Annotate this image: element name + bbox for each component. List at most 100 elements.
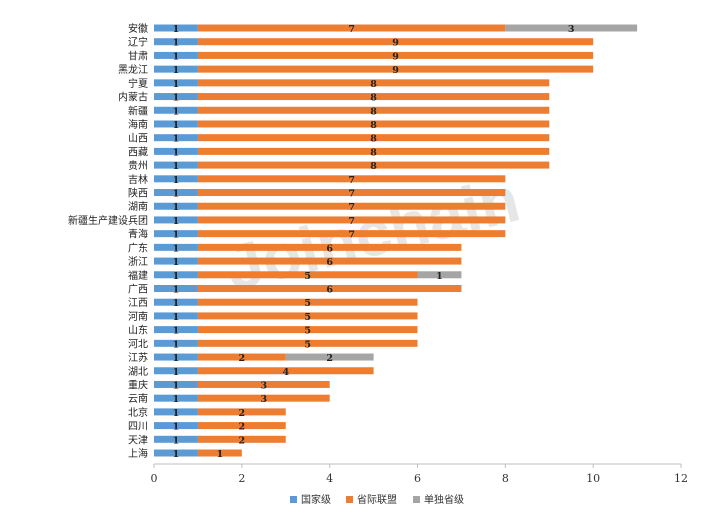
bar-segment-2 (197, 257, 462, 265)
bar-segment-1 (154, 339, 198, 347)
bar-segment-2 (197, 24, 506, 32)
data-label: 1 (173, 230, 180, 241)
data-label: 7 (348, 202, 355, 213)
bar-segment-1 (154, 257, 198, 265)
bar-segment-1 (154, 394, 198, 402)
bar-segment-2 (197, 106, 550, 114)
bar-segment-3 (505, 24, 638, 32)
legend-swatch-1 (290, 496, 297, 503)
data-label: 1 (173, 271, 180, 282)
data-label: 6 (326, 257, 333, 268)
data-label: 3 (260, 380, 267, 391)
data-label: 1 (173, 65, 180, 76)
legend-label-3: 单独省级 (424, 493, 464, 506)
legend-label-2: 省际联盟 (357, 493, 397, 506)
data-label: 1 (173, 202, 180, 213)
data-label: 1 (173, 284, 180, 295)
category-label: 内蒙古 (118, 91, 148, 104)
data-label: 1 (173, 147, 180, 158)
bar-segment-2 (197, 189, 506, 197)
bar-segment-1 (154, 271, 198, 279)
bar-segment-2 (197, 65, 594, 73)
data-label: 1 (173, 38, 180, 49)
data-label: 2 (239, 422, 246, 433)
data-label: 7 (348, 189, 355, 200)
data-label: 1 (436, 271, 443, 282)
data-label: 5 (304, 326, 311, 337)
data-label: 1 (173, 79, 180, 90)
category-label: 河南 (128, 310, 148, 323)
data-label: 1 (173, 24, 180, 35)
data-label: 5 (304, 312, 311, 323)
data-label: 5 (304, 298, 311, 309)
data-label: 7 (348, 24, 355, 35)
data-label: 1 (173, 106, 180, 117)
bar-segment-2 (197, 326, 418, 334)
x-tick-label: 8 (502, 472, 509, 485)
category-label: 贵州 (128, 159, 148, 172)
bar-segment-2 (197, 79, 550, 87)
category-label: 湖南 (128, 200, 148, 213)
data-label: 8 (370, 79, 377, 90)
bar-segment-2 (197, 380, 330, 388)
bar-segment-2 (197, 271, 418, 279)
bar-segment-1 (154, 380, 198, 388)
data-label: 5 (304, 271, 311, 282)
bar-segment-1 (154, 175, 198, 183)
data-label: 1 (173, 367, 180, 378)
category-label: 浙江 (128, 256, 148, 268)
bar-segment-2 (197, 312, 418, 320)
bar-segment-1 (154, 435, 198, 443)
data-label: 9 (392, 38, 399, 49)
data-label: 3 (568, 24, 575, 35)
bar-segment-1 (154, 24, 198, 32)
category-labels: 安徽辽宁甘肃黑龙江宁夏内蒙古新疆海南山西西藏贵州吉林陕西湖南新疆生产建设兵团青海… (68, 22, 148, 460)
bar-segment-2 (197, 367, 374, 375)
bar-segment-2 (197, 339, 418, 347)
bar-segment-1 (154, 106, 198, 114)
data-label: 1 (173, 449, 180, 460)
data-label: 9 (392, 65, 399, 76)
bar-segment-2 (197, 230, 506, 238)
bar-segment-1 (154, 147, 198, 155)
data-label: 7 (348, 175, 355, 186)
category-label: 天津 (128, 434, 148, 446)
data-label: 1 (173, 298, 180, 309)
x-tick-label: 0 (151, 472, 158, 485)
category-label: 福建 (128, 269, 148, 282)
bar-segment-1 (154, 422, 198, 430)
data-label: 2 (326, 353, 333, 364)
bar-segment-3 (285, 353, 374, 361)
bar-segment-1 (154, 284, 198, 292)
category-label: 宁夏 (128, 77, 148, 90)
bar-segment-1 (154, 243, 198, 251)
x-tick-label: 2 (238, 472, 245, 485)
category-label: 云南 (128, 392, 148, 405)
legend-swatch-3 (413, 496, 420, 503)
data-label: 2 (239, 408, 246, 419)
data-label: 1 (173, 189, 180, 200)
bar-segment-2 (197, 353, 286, 361)
bar-segment-1 (154, 51, 198, 59)
x-tick-label: 12 (674, 472, 688, 485)
category-label: 广西 (128, 283, 148, 295)
data-label: 8 (370, 120, 377, 131)
legend: 国家级 省际联盟 单独省级 (290, 493, 464, 506)
data-label: 1 (173, 161, 180, 172)
bar-segment-2 (197, 93, 550, 101)
data-label: 1 (173, 394, 180, 405)
data-label: 1 (173, 312, 180, 323)
category-label: 吉林 (128, 173, 148, 186)
bar-segment-1 (154, 326, 198, 334)
data-label: 8 (370, 93, 377, 104)
bar-segment-1 (154, 216, 198, 224)
bar-segment-2 (197, 147, 550, 155)
bar-segment-1 (154, 449, 198, 457)
legend-swatch-2 (346, 496, 353, 503)
bar-segment-1 (154, 134, 198, 142)
bar-segment-1 (154, 120, 198, 128)
bar-segment-1 (154, 93, 198, 101)
legend-label-1: 国家级 (301, 493, 331, 506)
data-label: 2 (239, 435, 246, 446)
bar-segment-2 (197, 408, 286, 416)
